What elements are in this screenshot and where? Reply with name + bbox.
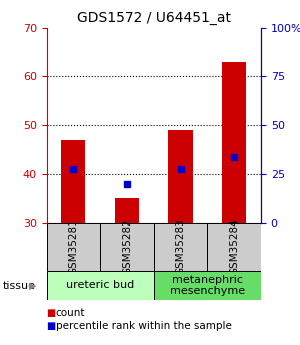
Bar <box>100 223 154 271</box>
Text: ureteric bud: ureteric bud <box>66 280 134 290</box>
Bar <box>46 223 100 271</box>
Text: count: count <box>56 308 85 318</box>
Text: ▶: ▶ <box>28 281 36 290</box>
Text: tissue: tissue <box>3 281 36 290</box>
Text: percentile rank within the sample: percentile rank within the sample <box>56 321 231 331</box>
Text: metanephric
mesenchyme: metanephric mesenchyme <box>170 275 245 296</box>
Bar <box>154 271 261 300</box>
Text: GSM35281: GSM35281 <box>68 218 78 275</box>
Bar <box>46 271 154 300</box>
Bar <box>207 223 261 271</box>
Title: GDS1572 / U64451_at: GDS1572 / U64451_at <box>77 11 231 25</box>
Bar <box>154 223 207 271</box>
Text: GSM35283: GSM35283 <box>176 218 186 275</box>
Text: GSM35282: GSM35282 <box>122 218 132 275</box>
Bar <box>61 140 86 223</box>
Bar <box>169 130 193 223</box>
Bar <box>222 62 246 223</box>
Text: GSM35284: GSM35284 <box>229 218 239 275</box>
Text: ■: ■ <box>46 321 56 331</box>
Text: ■: ■ <box>46 308 56 318</box>
Bar <box>115 198 139 223</box>
